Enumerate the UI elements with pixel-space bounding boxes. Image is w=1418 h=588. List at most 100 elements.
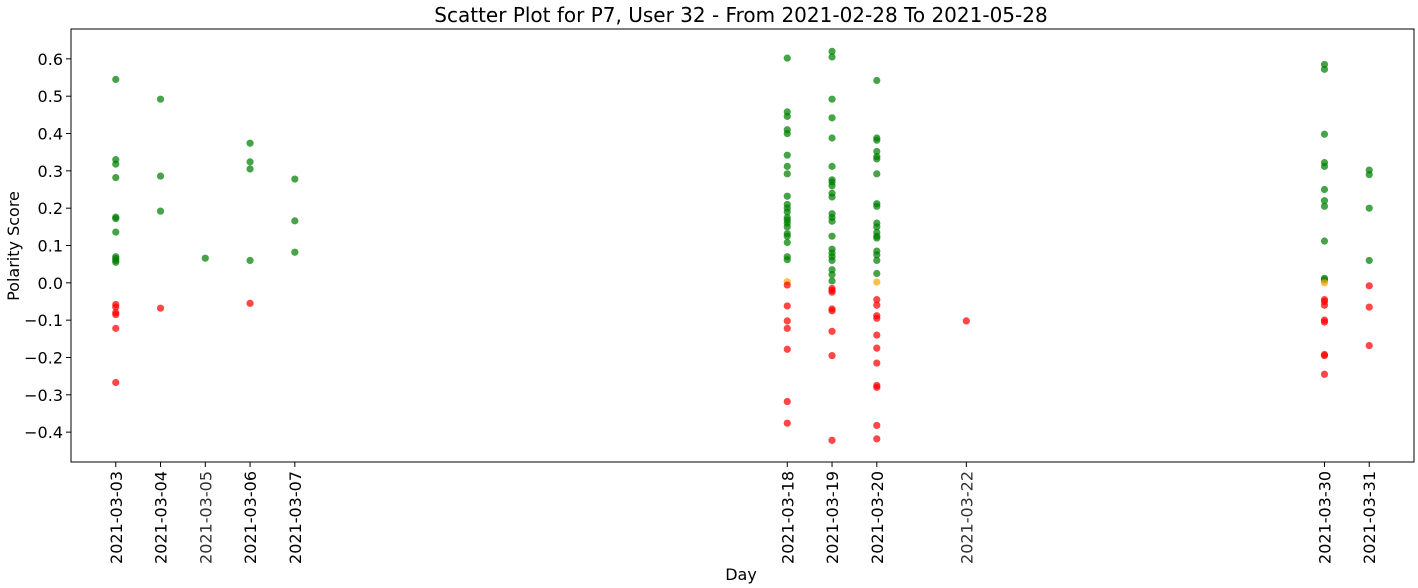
- neutral-point: [1320, 279, 1329, 287]
- neutral-point: [873, 278, 881, 286]
- negative-point: [1320, 370, 1329, 378]
- positive-point: [783, 170, 791, 178]
- positive-point: [828, 271, 836, 279]
- positive-point: [112, 173, 120, 182]
- positive-point: [1365, 256, 1373, 265]
- x-tick-label: 2021-03-18: [778, 471, 797, 564]
- positive-point: [1320, 65, 1329, 73]
- positive-point: [783, 192, 791, 200]
- negative-point: [873, 314, 881, 322]
- x-tick-label: 2021-03-06: [241, 471, 260, 564]
- x-tick-label: 2021-03-04: [152, 471, 171, 564]
- x-tick-label: 2021-03-05: [196, 471, 215, 564]
- positive-point: [156, 172, 165, 180]
- positive-point: [783, 112, 791, 120]
- positive-point: [112, 75, 120, 83]
- positive-point: [246, 139, 254, 147]
- positive-point: [291, 175, 299, 183]
- negative-point: [112, 303, 120, 311]
- positive-point: [112, 160, 120, 168]
- positive-point: [828, 134, 836, 142]
- positive-point: [828, 193, 836, 201]
- positive-point: [201, 254, 209, 262]
- positive-point: [873, 202, 881, 210]
- negative-point: [156, 304, 165, 312]
- negative-point: [828, 288, 836, 296]
- negative-point: [783, 345, 791, 353]
- positive-point: [873, 155, 881, 163]
- negative-point: [783, 324, 791, 332]
- negative-point: [112, 378, 120, 387]
- positive-point: [873, 136, 881, 144]
- y-tick-label: −0.4: [24, 423, 63, 442]
- x-axis-label: Day: [725, 565, 757, 584]
- x-tick-label: 2021-03-20: [868, 471, 887, 564]
- positive-point: [246, 158, 254, 166]
- positive-point: [783, 238, 791, 247]
- positive-point: [246, 165, 254, 173]
- y-tick-label: −0.2: [24, 348, 63, 367]
- y-tick-label: −0.1: [24, 311, 63, 330]
- positive-point: [828, 217, 836, 225]
- x-tick-label: 2021-03-31: [1360, 471, 1379, 564]
- positive-point: [1320, 202, 1329, 210]
- negative-point: [873, 301, 881, 309]
- positive-point: [873, 170, 881, 178]
- positive-point: [828, 256, 836, 265]
- y-axis: −0.4 −0.3 −0.2 −0.1 0.0 0.1 0.2 0.3 0.4 0.5 0.6: [24, 50, 71, 442]
- positive-point: [246, 256, 254, 265]
- negative-point: [1320, 301, 1329, 309]
- y-tick-label: 0.2: [38, 199, 63, 218]
- negative-point: [873, 359, 881, 367]
- y-tick-label: 0.1: [38, 237, 63, 256]
- negative-point: [783, 281, 791, 289]
- negative-point: [783, 397, 791, 406]
- y-axis-label: Polarity Score: [4, 191, 23, 301]
- positive-point: [873, 256, 881, 265]
- negative-point: [1365, 303, 1373, 311]
- negative-point: [873, 435, 881, 443]
- data-points: [112, 47, 1373, 444]
- positive-point: [1320, 197, 1329, 205]
- negative-point: [873, 331, 881, 339]
- positive-point: [1320, 237, 1329, 245]
- negative-point: [1320, 352, 1329, 360]
- positive-point: [828, 182, 836, 190]
- positive-point: [873, 234, 881, 242]
- positive-point: [112, 228, 120, 236]
- y-tick-label: 0.6: [38, 50, 63, 69]
- positive-point: [1320, 162, 1329, 170]
- negative-point: [962, 317, 970, 325]
- negative-point: [873, 421, 881, 430]
- y-tick-label: 0.4: [38, 125, 63, 144]
- y-tick-label: 0.3: [38, 162, 63, 181]
- positive-point: [783, 208, 791, 216]
- positive-point: [783, 129, 791, 138]
- y-tick-label: −0.3: [24, 386, 63, 405]
- positive-point: [828, 114, 836, 122]
- positive-point: [873, 251, 881, 259]
- positive-point: [1365, 170, 1373, 179]
- negative-point: [783, 302, 791, 310]
- negative-point: [1365, 282, 1373, 290]
- positive-point: [828, 53, 836, 61]
- positive-point: [783, 223, 791, 231]
- x-tick-label: 2021-03-03: [107, 471, 126, 564]
- x-tick-label: 2021-03-30: [1315, 471, 1334, 564]
- positive-point: [1320, 130, 1329, 138]
- y-tick-label: 0.0: [38, 274, 63, 293]
- positive-point: [783, 151, 791, 159]
- negative-point: [873, 383, 881, 391]
- positive-point: [873, 269, 881, 278]
- positive-point: [873, 223, 881, 231]
- positive-point: [828, 47, 836, 55]
- positive-point: [291, 248, 299, 256]
- x-tick-label: 2021-03-19: [823, 471, 842, 564]
- negative-point: [873, 344, 881, 352]
- plot-frame: [70, 28, 1415, 463]
- negative-point: [112, 310, 120, 319]
- positive-point: [291, 217, 299, 225]
- negative-point: [828, 436, 836, 444]
- positive-point: [156, 207, 165, 215]
